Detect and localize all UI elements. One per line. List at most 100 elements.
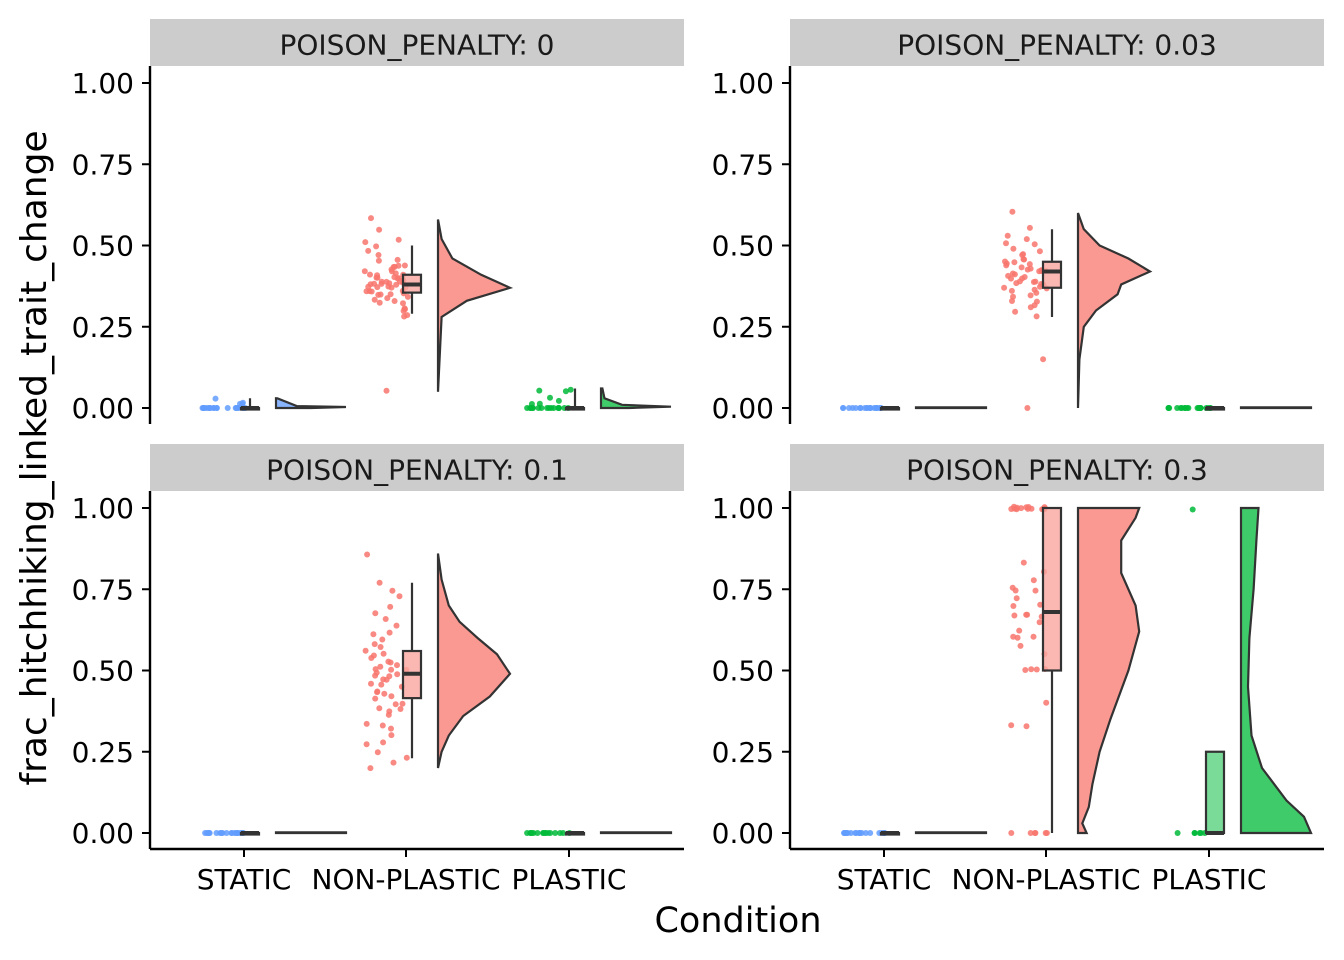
data-point [556,405,562,411]
data-point [1174,830,1181,836]
half-violin [274,397,347,410]
data-point [375,291,382,298]
data-point [1043,699,1050,706]
data-point [1008,506,1015,512]
data-point [383,278,390,285]
group-plastic [524,830,673,836]
data-point [380,650,387,657]
group-non-plastic [362,551,512,772]
data-point [368,680,374,687]
data-point [363,720,370,727]
data-point [1026,261,1033,268]
y-tick-label: 0.50 [72,655,134,688]
data-point [378,681,385,688]
data-point [228,830,235,836]
data-point [1033,298,1040,305]
y-tick-label: 0.50 [712,230,774,263]
half-violin [914,831,988,835]
data-point [378,278,385,285]
y-tick-label: 0.25 [712,311,774,344]
x-tick-label: NON-PLASTIC [952,863,1141,896]
data-point [210,405,217,411]
data-point [852,405,859,411]
data-point [1024,405,1031,411]
group-static [841,830,988,836]
data-point [206,405,213,411]
x-tick-label: PLASTIC [512,863,627,896]
data-point [1001,284,1008,291]
data-point [224,405,231,411]
y-tick-label: 0.25 [72,311,134,344]
data-point [375,252,382,258]
data-point [1008,287,1015,294]
data-point [386,629,393,636]
y-tick-label: 0.00 [72,392,134,425]
data-point [1018,264,1025,271]
data-point [400,308,407,314]
data-point [362,239,369,246]
y-tick-label: 0.75 [72,148,134,181]
data-point [552,830,559,836]
data-point [555,397,562,404]
facet-strip-label: POISON_PENALTY: 0.3 [906,454,1208,487]
data-point [223,830,230,836]
data-point [1196,830,1203,836]
data-point [840,405,847,411]
data-point [370,631,377,638]
data-point [375,257,382,264]
data-point [404,312,411,319]
data-point [1033,666,1040,673]
data-point [388,693,395,700]
facet-strip [150,19,684,66]
data-point [1178,405,1185,411]
data-point [1036,248,1043,255]
facet-strip-label: POISON_PENALTY: 0.03 [897,29,1217,62]
data-point [393,622,400,629]
data-point [374,688,381,695]
data-point [1197,405,1204,411]
data-point [1031,286,1038,293]
y-tick-label: 1.00 [712,492,774,525]
half-violin [1239,506,1313,835]
data-point [846,405,852,411]
data-point [382,616,389,622]
data-point [372,610,379,617]
data-point [388,725,394,732]
data-point [374,284,381,291]
data-point [1008,830,1015,836]
data-point [1012,308,1019,315]
data-point [233,830,240,836]
data-point [396,593,403,600]
data-point [376,299,383,306]
data-point [1010,245,1017,252]
data-point [1040,356,1047,363]
data-point [368,288,375,295]
data-point [1013,506,1020,513]
data-point [1020,251,1027,258]
y-tick-label: 0.00 [712,392,774,425]
data-point [387,291,394,298]
half-violin [599,831,673,835]
data-point [361,268,368,275]
data-point [1031,241,1038,248]
data-point [399,700,406,707]
data-point [206,830,213,836]
y-tick-label: 0.75 [72,573,134,606]
data-point [1010,603,1017,609]
facet-panel: POISON_PENALTY: 0.3 0.00 0.25 0.50 0.75 1.00 S… [712,444,1324,896]
data-point [562,388,569,395]
data-point [233,405,240,411]
group-plastic [1174,506,1313,836]
data-point [524,830,531,836]
data-point [544,405,551,411]
data-point [379,636,386,643]
data-point [1020,559,1027,566]
data-point [847,830,854,836]
data-point [1030,633,1037,640]
data-point [1010,293,1016,300]
group-static [199,395,347,411]
box [1041,506,1063,672]
facet-strip-label: POISON_PENALTY: 0 [280,29,555,62]
data-point [1013,595,1020,602]
